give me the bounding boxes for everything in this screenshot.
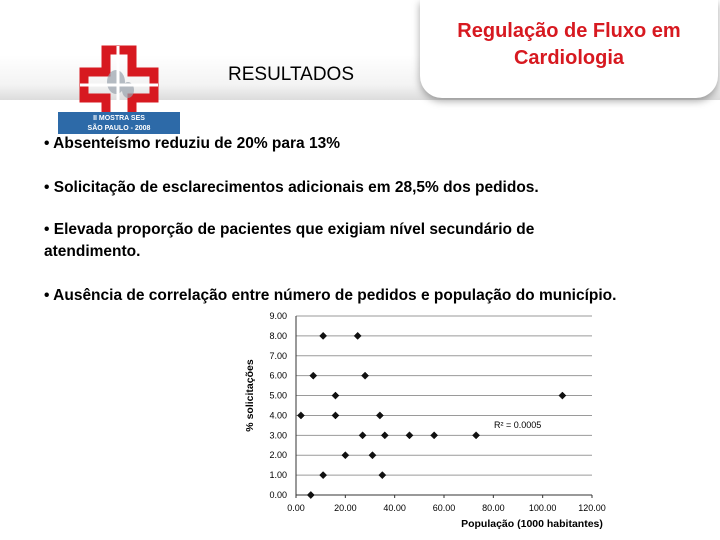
logo-caption-line1: II MOSTRA SES xyxy=(93,115,145,122)
data-point xyxy=(405,431,414,440)
data-point xyxy=(378,471,387,480)
y-tick-label: 7.00 xyxy=(269,351,287,361)
y-tick-label: 8.00 xyxy=(269,331,287,341)
data-point xyxy=(353,331,362,340)
r-squared-annotation: R² = 0.0005 xyxy=(494,420,541,430)
data-point xyxy=(358,431,367,440)
x-tick-label: 80.00 xyxy=(482,503,505,513)
x-tick-label: 60.00 xyxy=(433,503,456,513)
data-point xyxy=(341,451,350,460)
y-tick-label: 4.00 xyxy=(269,410,287,420)
bullet-secondary-care-cont: atendimento. xyxy=(44,243,141,260)
bullet-secondary-care: • Elevada proporção de pacientes que exi… xyxy=(44,221,535,238)
data-point xyxy=(319,471,328,480)
title-box: Regulação de Fluxo em Cardiologia xyxy=(420,0,718,98)
y-tick-label: 0.00 xyxy=(269,490,287,500)
data-point xyxy=(558,391,567,400)
data-point xyxy=(368,451,377,460)
logo-caption-line2: SÃO PAULO - 2008 xyxy=(87,125,151,132)
y-axis-label: % solicitações xyxy=(244,359,256,432)
x-tick-label: 100.00 xyxy=(529,503,557,513)
data-point xyxy=(319,331,328,340)
x-tick-label: 0.00 xyxy=(287,503,305,513)
x-tick-label: 40.00 xyxy=(383,503,406,513)
results-heading: RESULTADOS xyxy=(228,64,354,85)
data-point xyxy=(331,391,340,400)
data-point xyxy=(331,411,340,420)
y-tick-label: 6.00 xyxy=(269,371,287,381)
slide-title: Regulação de Fluxo em Cardiologia xyxy=(420,18,718,72)
data-point xyxy=(296,411,305,420)
slide-title-line2: Cardiologia xyxy=(513,47,624,69)
data-point xyxy=(309,371,318,380)
y-tick-label: 5.00 xyxy=(269,391,287,401)
y-tick-label: 1.00 xyxy=(269,470,287,480)
x-tick-label: 120.00 xyxy=(578,503,606,513)
y-tick-label: 2.00 xyxy=(269,450,287,460)
logo-caption: II MOSTRA SES SÃO PAULO - 2008 xyxy=(58,112,180,134)
data-point xyxy=(306,491,315,499)
bullet-no-correlation: • Ausência de correlação entre número de… xyxy=(44,287,617,304)
y-tick-label: 3.00 xyxy=(269,430,287,440)
data-point xyxy=(375,411,384,420)
data-point xyxy=(472,431,481,440)
bullet-clarifications: • Solicitação de esclarecimentos adicion… xyxy=(44,179,539,196)
data-point xyxy=(380,431,389,440)
bullet-absenteeism: • Absenteísmo reduziu de 20% para 13% xyxy=(44,135,341,152)
x-axis-label: População (1000 habitantes) xyxy=(461,518,603,530)
x-tick-label: 20.00 xyxy=(334,503,357,513)
data-point xyxy=(430,431,439,440)
y-tick-label: 9.00 xyxy=(269,311,287,321)
data-point xyxy=(361,371,370,380)
slide-title-line1: Regulação de Fluxo em xyxy=(457,20,681,42)
